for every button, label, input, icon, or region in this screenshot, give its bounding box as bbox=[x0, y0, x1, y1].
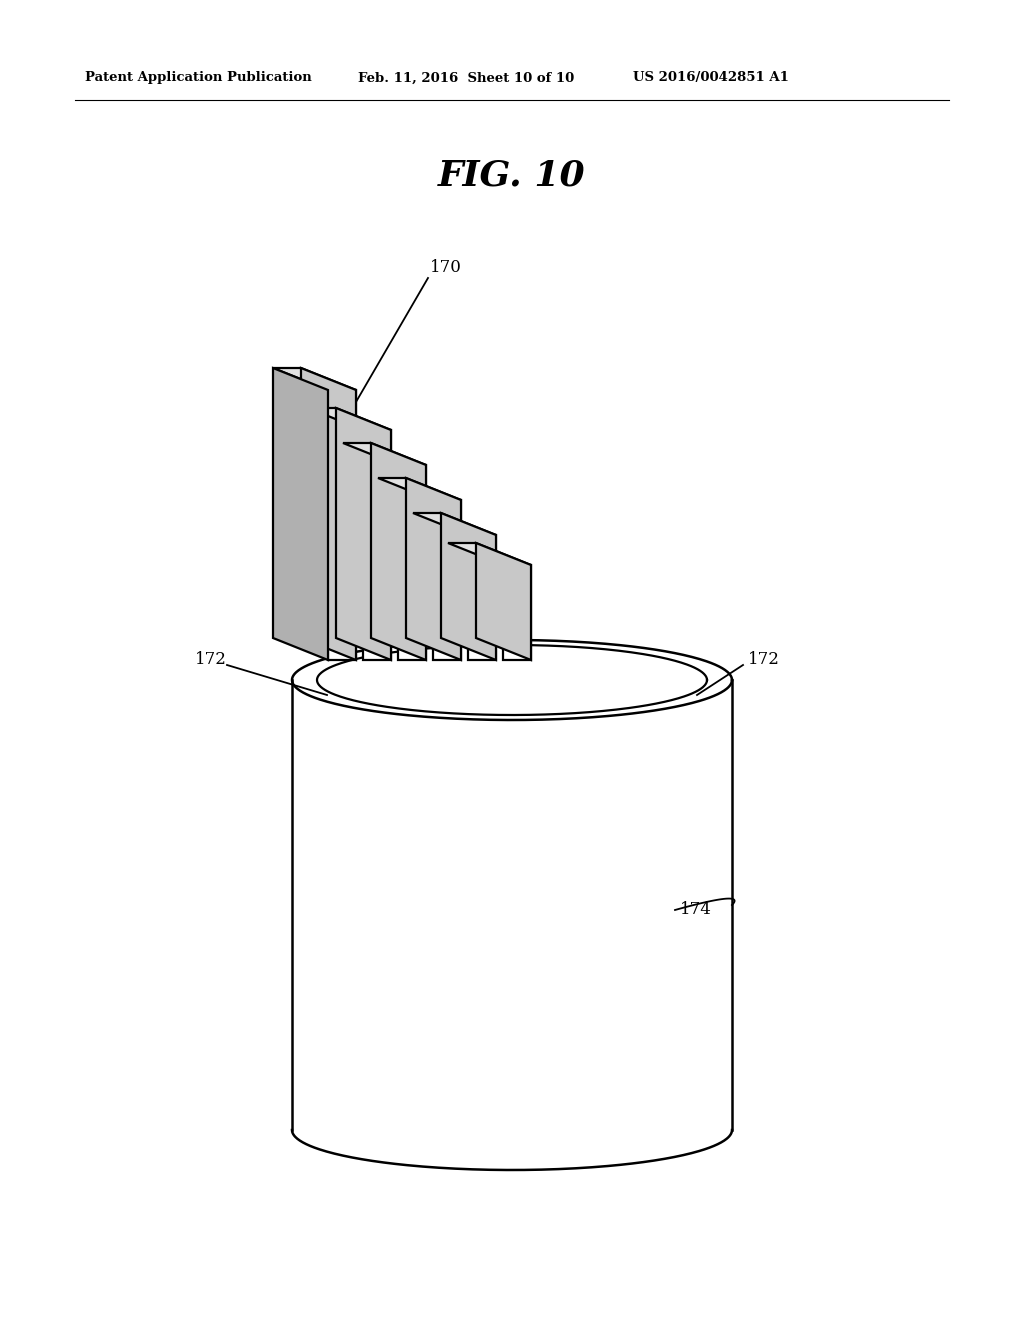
Polygon shape bbox=[362, 430, 391, 660]
Text: 172: 172 bbox=[195, 652, 227, 668]
Polygon shape bbox=[398, 465, 426, 660]
Polygon shape bbox=[406, 478, 461, 660]
Polygon shape bbox=[301, 368, 356, 660]
Text: Feb. 11, 2016  Sheet 10 of 10: Feb. 11, 2016 Sheet 10 of 10 bbox=[358, 71, 574, 84]
Polygon shape bbox=[503, 565, 531, 660]
Polygon shape bbox=[433, 500, 461, 660]
Polygon shape bbox=[336, 408, 391, 660]
Polygon shape bbox=[441, 513, 496, 660]
Text: 174: 174 bbox=[680, 902, 712, 919]
Polygon shape bbox=[308, 408, 391, 430]
Polygon shape bbox=[468, 535, 496, 660]
Polygon shape bbox=[413, 513, 496, 535]
Polygon shape bbox=[449, 543, 531, 565]
Polygon shape bbox=[378, 478, 461, 500]
Polygon shape bbox=[273, 368, 356, 389]
Text: US 2016/0042851 A1: US 2016/0042851 A1 bbox=[633, 71, 788, 84]
Text: FIG. 10: FIG. 10 bbox=[438, 158, 586, 191]
Polygon shape bbox=[273, 368, 328, 660]
Text: 172: 172 bbox=[748, 652, 780, 668]
Polygon shape bbox=[371, 444, 426, 660]
Polygon shape bbox=[328, 389, 356, 660]
Polygon shape bbox=[476, 543, 531, 660]
Polygon shape bbox=[343, 444, 426, 465]
Text: Patent Application Publication: Patent Application Publication bbox=[85, 71, 311, 84]
Text: 170: 170 bbox=[430, 260, 462, 276]
